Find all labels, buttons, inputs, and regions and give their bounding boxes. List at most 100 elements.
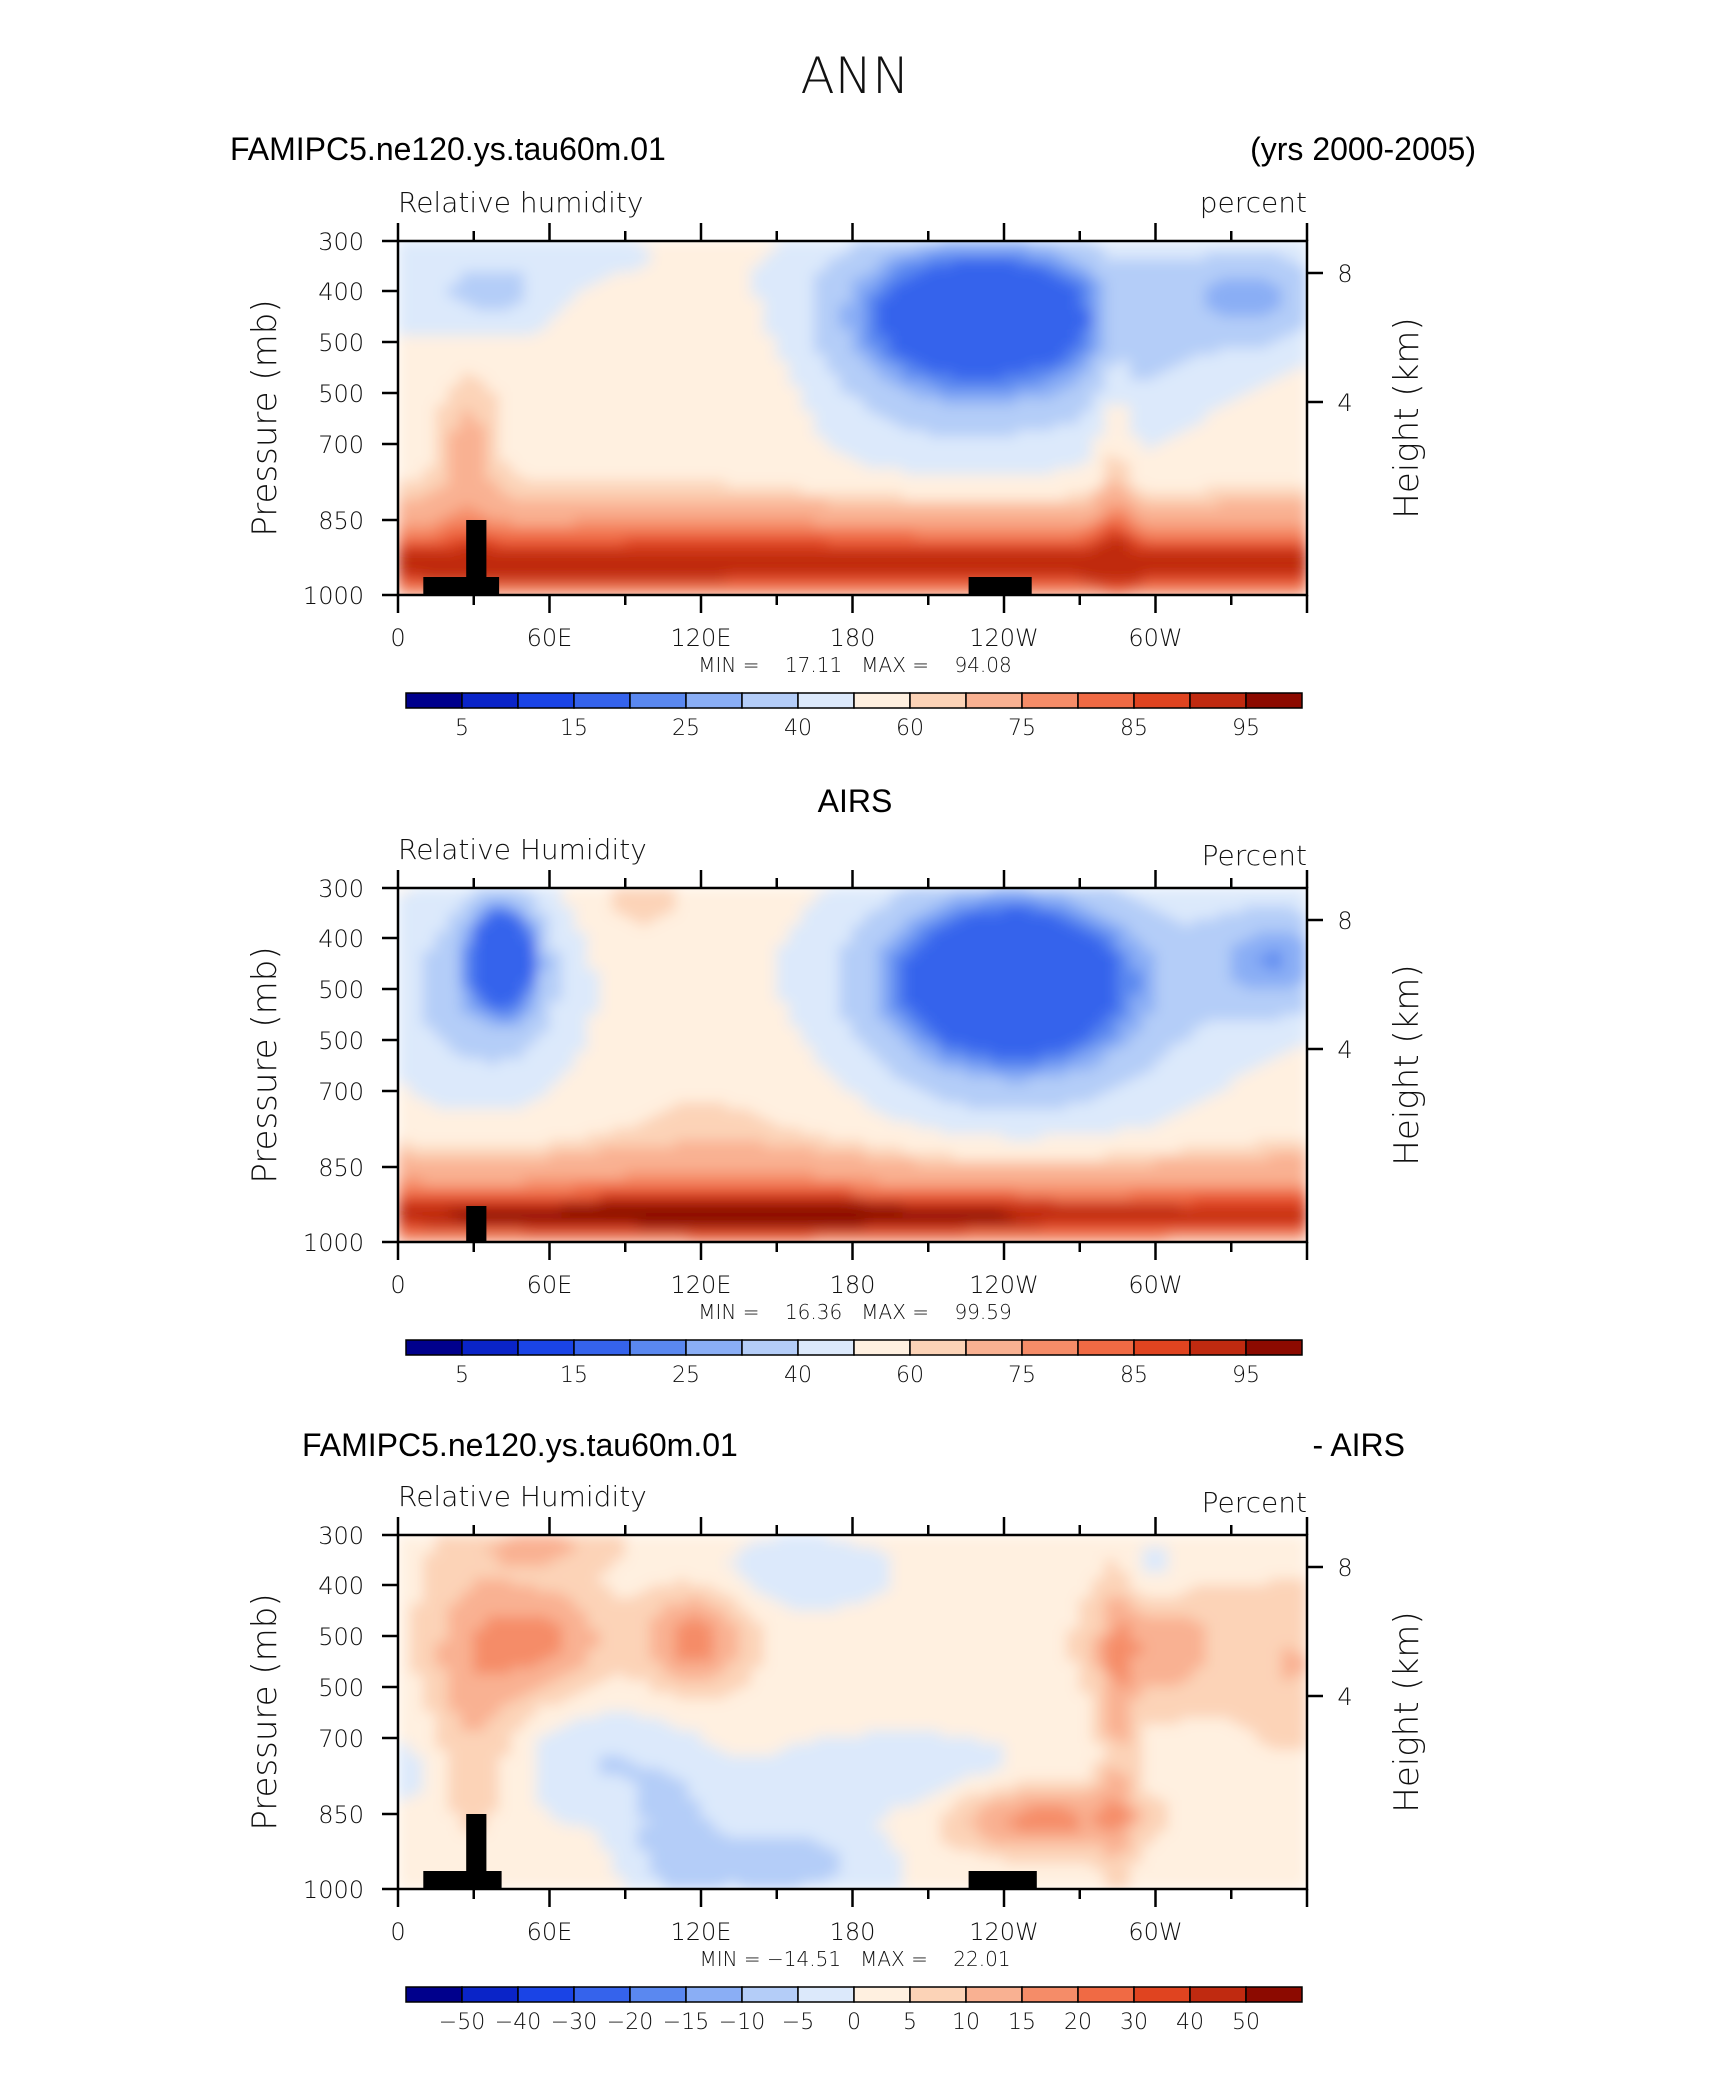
field-cell bbox=[473, 417, 500, 425]
field-cell bbox=[852, 1032, 904, 1041]
field-cell bbox=[485, 1616, 550, 1624]
field-cell bbox=[498, 480, 727, 488]
field-cell bbox=[1155, 1007, 1307, 1015]
field-cell bbox=[1167, 1045, 1295, 1053]
field-cell bbox=[398, 1553, 424, 1561]
field-cell bbox=[448, 1679, 550, 1688]
field-cell bbox=[1054, 423, 1106, 432]
field-cell bbox=[586, 1825, 639, 1833]
field-cell bbox=[435, 1743, 513, 1751]
field-cell bbox=[448, 291, 525, 299]
field-cell bbox=[536, 1736, 702, 1745]
field-cell bbox=[536, 900, 563, 908]
field-cell bbox=[398, 360, 790, 368]
field-cell bbox=[612, 1566, 740, 1574]
field-cell bbox=[1142, 1781, 1307, 1789]
field-cell bbox=[599, 1642, 651, 1650]
field-cell bbox=[1079, 1819, 1093, 1827]
field-cell bbox=[1129, 417, 1207, 425]
y-tick-right-label: 4 bbox=[1337, 1683, 1352, 1711]
field-cell bbox=[398, 963, 424, 971]
field-cell bbox=[965, 1070, 1068, 1079]
field-cell bbox=[511, 1001, 525, 1009]
field-cell bbox=[1091, 1730, 1106, 1738]
field-cell bbox=[460, 1051, 525, 1060]
field-cell bbox=[763, 1623, 1081, 1631]
field-cell bbox=[398, 1869, 614, 1877]
field-cell bbox=[814, 297, 853, 305]
field-cell bbox=[1205, 291, 1283, 299]
field-cell bbox=[877, 1591, 1093, 1599]
field-cell bbox=[1091, 931, 1119, 940]
field-cell bbox=[1142, 1686, 1307, 1694]
field-cell bbox=[1091, 1648, 1106, 1656]
field-cell bbox=[1091, 278, 1106, 286]
field-cell bbox=[422, 1096, 538, 1104]
field-cell bbox=[398, 455, 437, 463]
field-cell bbox=[915, 1051, 942, 1060]
field-cell bbox=[448, 455, 487, 463]
colorbar-box bbox=[1133, 1339, 1191, 1356]
field-cell bbox=[637, 1837, 816, 1846]
field-cell bbox=[536, 1660, 588, 1669]
field-cell bbox=[1079, 1673, 1106, 1681]
field-cell bbox=[1142, 1749, 1307, 1757]
field-cell bbox=[398, 1850, 614, 1858]
field-cell bbox=[1243, 938, 1307, 946]
field-cell bbox=[1192, 1585, 1307, 1593]
field-cell bbox=[1142, 499, 1220, 507]
field-cell bbox=[398, 1001, 424, 1009]
field-cell bbox=[398, 1781, 424, 1789]
field-cell bbox=[448, 1800, 500, 1808]
colorbar-label: 15 bbox=[1008, 2010, 1036, 2035]
field-cell bbox=[422, 1781, 450, 1789]
field-cell bbox=[877, 329, 1081, 337]
field-cell bbox=[1091, 1591, 1144, 1599]
field-cell bbox=[599, 1768, 664, 1776]
field-cell bbox=[915, 1159, 1156, 1167]
field-cell bbox=[398, 1743, 412, 1751]
field-cell bbox=[398, 1698, 424, 1707]
field-cell bbox=[1104, 1667, 1131, 1675]
field-cell bbox=[536, 919, 550, 927]
field-cell bbox=[1066, 253, 1106, 261]
field-cell bbox=[940, 1051, 992, 1060]
field-cell bbox=[435, 944, 462, 952]
field-cell bbox=[422, 1755, 450, 1764]
field-cell bbox=[398, 1736, 437, 1745]
field-cell bbox=[839, 1869, 904, 1877]
field-cell bbox=[902, 373, 954, 381]
y-tick-label: 850 bbox=[318, 1154, 364, 1182]
field-cell bbox=[460, 982, 475, 990]
field-cell bbox=[1104, 1013, 1131, 1022]
field-cell bbox=[877, 303, 1081, 311]
field-cell bbox=[485, 430, 500, 438]
field-cell bbox=[536, 329, 765, 337]
colorbar-label: 0 bbox=[847, 2010, 861, 2035]
field-cell bbox=[448, 474, 487, 482]
field-cell bbox=[915, 1121, 1156, 1129]
field-cell bbox=[435, 1660, 475, 1669]
panel-2-colorbar: 5 15 25 40 60 75 85 95 bbox=[405, 1339, 1303, 1388]
field-cell bbox=[410, 1616, 449, 1624]
field-cell bbox=[398, 1089, 412, 1098]
field-cell bbox=[990, 1051, 1043, 1060]
field-cell bbox=[1129, 1819, 1144, 1827]
field-cell bbox=[1167, 1806, 1307, 1814]
field-cell bbox=[1091, 1724, 1106, 1732]
field-cell bbox=[448, 1762, 500, 1770]
field-cell bbox=[687, 1597, 702, 1605]
field-cell bbox=[398, 1007, 424, 1015]
field-cell bbox=[1155, 950, 1232, 958]
field-cell bbox=[953, 259, 1018, 267]
field-cell bbox=[826, 888, 904, 895]
x-tick-label: 120W bbox=[969, 1271, 1039, 1299]
field-cell bbox=[398, 1216, 462, 1224]
field-cell bbox=[498, 411, 816, 419]
field-cell bbox=[1079, 259, 1295, 267]
field-cell bbox=[902, 1850, 980, 1858]
field-cell bbox=[536, 969, 563, 977]
field-cell bbox=[713, 1642, 740, 1650]
field-cell bbox=[814, 329, 853, 337]
field-cell bbox=[1091, 392, 1245, 400]
